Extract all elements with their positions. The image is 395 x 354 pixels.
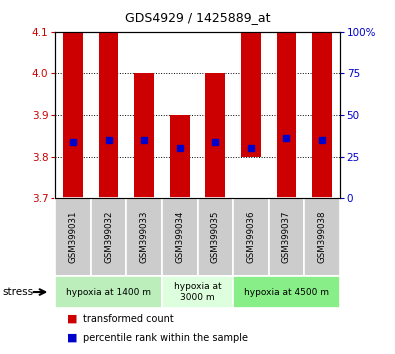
Text: GDS4929 / 1425889_at: GDS4929 / 1425889_at — [125, 11, 270, 24]
Text: hypoxia at 1400 m: hypoxia at 1400 m — [66, 287, 151, 297]
Bar — [241, 32, 261, 157]
Text: ■: ■ — [67, 314, 78, 324]
Bar — [269, 198, 304, 276]
Bar — [134, 74, 154, 198]
Text: ■: ■ — [67, 333, 78, 343]
Text: transformed count: transformed count — [83, 314, 174, 324]
Bar — [233, 276, 340, 308]
Text: GSM399031: GSM399031 — [69, 211, 77, 263]
Bar — [276, 32, 296, 198]
Text: GSM399032: GSM399032 — [104, 211, 113, 263]
Text: GSM399035: GSM399035 — [211, 211, 220, 263]
Text: GSM399034: GSM399034 — [175, 211, 184, 263]
Text: GSM399033: GSM399033 — [140, 211, 149, 263]
Text: percentile rank within the sample: percentile rank within the sample — [83, 333, 248, 343]
Bar — [55, 198, 91, 276]
Bar — [233, 198, 269, 276]
Bar — [162, 276, 233, 308]
Text: GSM399036: GSM399036 — [246, 211, 255, 263]
Text: GSM399037: GSM399037 — [282, 211, 291, 263]
Bar — [304, 198, 340, 276]
Text: hypoxia at 4500 m: hypoxia at 4500 m — [244, 287, 329, 297]
Bar — [126, 198, 162, 276]
Bar — [91, 198, 126, 276]
Bar — [63, 32, 83, 198]
Text: hypoxia at
3000 m: hypoxia at 3000 m — [174, 282, 221, 302]
Text: stress: stress — [2, 287, 33, 297]
Bar — [162, 198, 198, 276]
Text: GSM399038: GSM399038 — [318, 211, 326, 263]
Bar — [205, 74, 225, 198]
Bar — [312, 32, 332, 198]
Bar — [170, 115, 190, 198]
Bar — [55, 276, 162, 308]
Bar — [99, 32, 118, 198]
Bar — [198, 198, 233, 276]
